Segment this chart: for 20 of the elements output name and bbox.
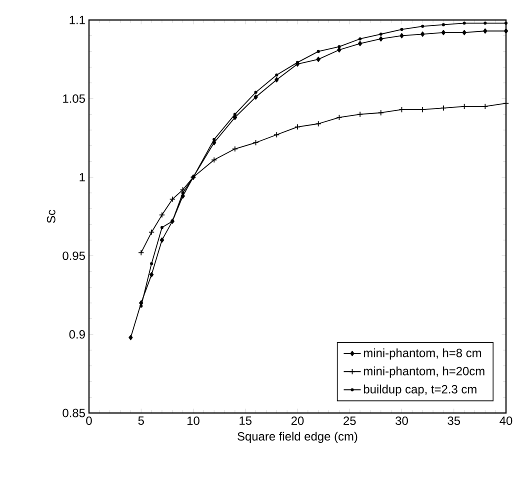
y-tick-label: 0.9	[69, 330, 85, 339]
x-tick-label: 25	[344, 416, 356, 425]
y-tick-label: 1	[80, 173, 85, 182]
x-tick-label: 0	[86, 416, 92, 425]
y-tick-label: 0.95	[62, 252, 85, 260]
y-axis-title: Sc	[46, 210, 56, 223]
legend-label: buildup cap, t=2.3 cm	[364, 384, 476, 396]
x-tick-label: 30	[396, 416, 408, 425]
y-tick-label: 1.05	[63, 94, 85, 103]
legend-label: mini-phantom, h=20cm	[364, 366, 484, 378]
x-axis-title: Square field edge (cm)	[238, 432, 358, 443]
y-tick-label: 1.1	[70, 16, 85, 24]
x-tick-label: 15	[240, 416, 252, 425]
x-tick-label: 40	[500, 416, 512, 425]
x-tick-label: 10	[188, 416, 200, 425]
x-tick-label: 35	[448, 416, 460, 425]
y-tick-label: 0.85	[62, 408, 85, 418]
x-tick-label: 20	[291, 416, 304, 425]
x-tick-label: 5	[138, 416, 144, 425]
legend-label: mini-phantom, h=8 cm	[364, 348, 481, 360]
